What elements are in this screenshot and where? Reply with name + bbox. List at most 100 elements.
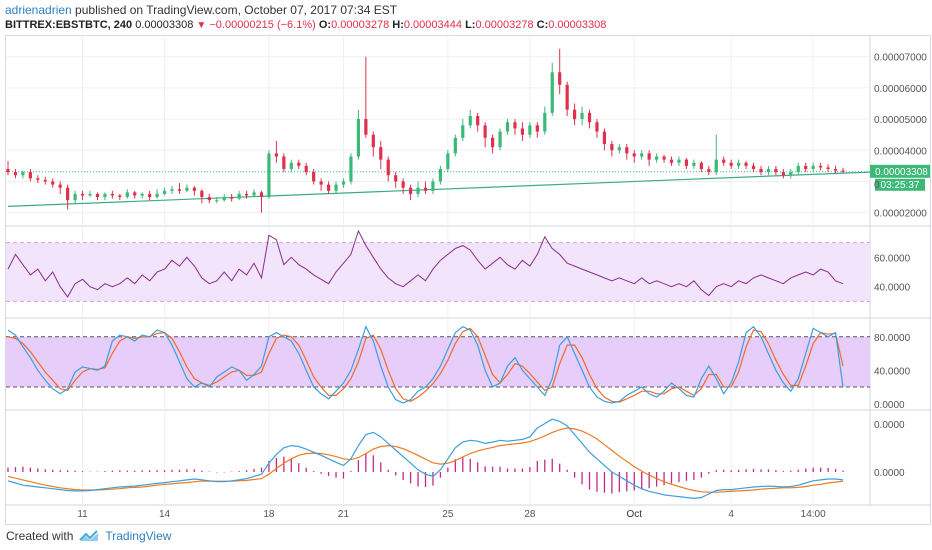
time-tick-label: 21 <box>338 509 350 520</box>
candle <box>826 167 830 169</box>
candle <box>103 193 107 198</box>
candle <box>796 165 800 173</box>
price-change: −0.00000215 (−6.1%) <box>209 19 316 31</box>
candle <box>751 165 756 169</box>
candle <box>51 181 55 185</box>
close-label: C: <box>536 19 549 31</box>
rsi-line <box>7 229 844 298</box>
candle <box>73 193 77 201</box>
last-price: 0.00003308 <box>135 19 194 31</box>
candle <box>416 187 420 194</box>
candle <box>580 112 584 120</box>
candle <box>841 170 845 172</box>
candle <box>714 159 718 173</box>
candle <box>692 162 696 166</box>
candle <box>349 156 353 182</box>
candle <box>252 192 256 196</box>
stoch-tick-label: 80.0000 <box>874 333 911 344</box>
candle <box>192 187 196 191</box>
time-tick-label: 11 <box>77 509 88 520</box>
candle <box>587 112 592 123</box>
candle <box>326 184 331 191</box>
high-label: H: <box>392 19 404 31</box>
stoch-tick-label: 40.0000 <box>874 366 911 377</box>
candle <box>237 193 241 199</box>
candle <box>819 165 823 168</box>
candle <box>453 137 457 154</box>
candle <box>282 156 286 169</box>
candle <box>617 147 621 151</box>
candle <box>6 168 10 173</box>
candle <box>148 193 152 198</box>
candle <box>162 190 167 194</box>
candle <box>804 165 808 169</box>
time-tick-label: 14:00 <box>801 509 826 520</box>
candle <box>267 153 271 198</box>
symbol-label: BITTREX:EBSTBTC, 240 <box>5 19 133 31</box>
stoch-tick-label: 0.0000 <box>874 400 905 411</box>
countdown-badge <box>875 178 925 191</box>
candle <box>185 187 189 191</box>
open-label: O: <box>318 19 332 31</box>
time-tick-label: Oct <box>626 509 642 520</box>
candle <box>595 122 599 132</box>
candle <box>505 122 510 132</box>
price-tick-label: 0.00005000 <box>874 115 927 126</box>
trendline <box>7 171 871 208</box>
candle <box>140 193 144 196</box>
candle <box>66 187 70 201</box>
macd-tick-label: 0.0000 <box>874 420 905 431</box>
time-tick-label: 25 <box>442 509 454 520</box>
candle <box>662 156 666 160</box>
candle <box>312 172 316 182</box>
candle <box>431 181 435 191</box>
tradingview-logo-icon <box>79 530 99 541</box>
candle <box>259 192 264 198</box>
candle <box>200 190 204 198</box>
tradingview-link[interactable]: TradingView <box>105 529 172 543</box>
candle <box>230 197 234 199</box>
rsi-tick-label: 60.0000 <box>874 253 911 264</box>
price-tick-label: 0.00007000 <box>874 53 927 64</box>
publish-text: published on TradingView.com, October 07… <box>71 3 398 17</box>
candle <box>423 187 428 191</box>
candle <box>811 165 815 169</box>
candle <box>386 159 390 176</box>
candle <box>364 119 368 135</box>
candle <box>334 184 338 191</box>
candle <box>640 153 644 157</box>
candle <box>476 115 480 126</box>
candle <box>565 84 569 110</box>
rsi-band <box>6 242 870 302</box>
candle <box>170 189 174 191</box>
candle <box>490 137 495 148</box>
candle <box>833 168 838 171</box>
publish-info: adrienadrien published on TradingView.co… <box>5 3 397 17</box>
candle <box>43 179 47 182</box>
author-link[interactable]: adrienadrien <box>5 3 72 17</box>
candle <box>610 144 614 151</box>
candle <box>222 197 226 201</box>
macd-signal-line <box>7 427 844 493</box>
candle <box>446 153 450 169</box>
candle <box>483 125 487 138</box>
candle <box>558 72 562 85</box>
candle <box>759 168 763 173</box>
time-tick-label: 28 <box>524 509 536 520</box>
candle <box>461 125 465 138</box>
candle <box>789 172 793 176</box>
candle <box>274 153 278 157</box>
last-price-label: 0.00003308 <box>875 167 928 178</box>
down-triangle-icon: ▼ <box>196 20 207 31</box>
candle <box>88 193 92 196</box>
candle <box>80 193 85 196</box>
time-tick-label: 18 <box>263 509 275 520</box>
candle <box>125 192 129 198</box>
candle <box>304 165 308 173</box>
candle <box>669 159 674 163</box>
candle <box>774 168 778 173</box>
candle <box>118 195 122 198</box>
candle <box>371 134 375 148</box>
candle <box>677 159 681 163</box>
